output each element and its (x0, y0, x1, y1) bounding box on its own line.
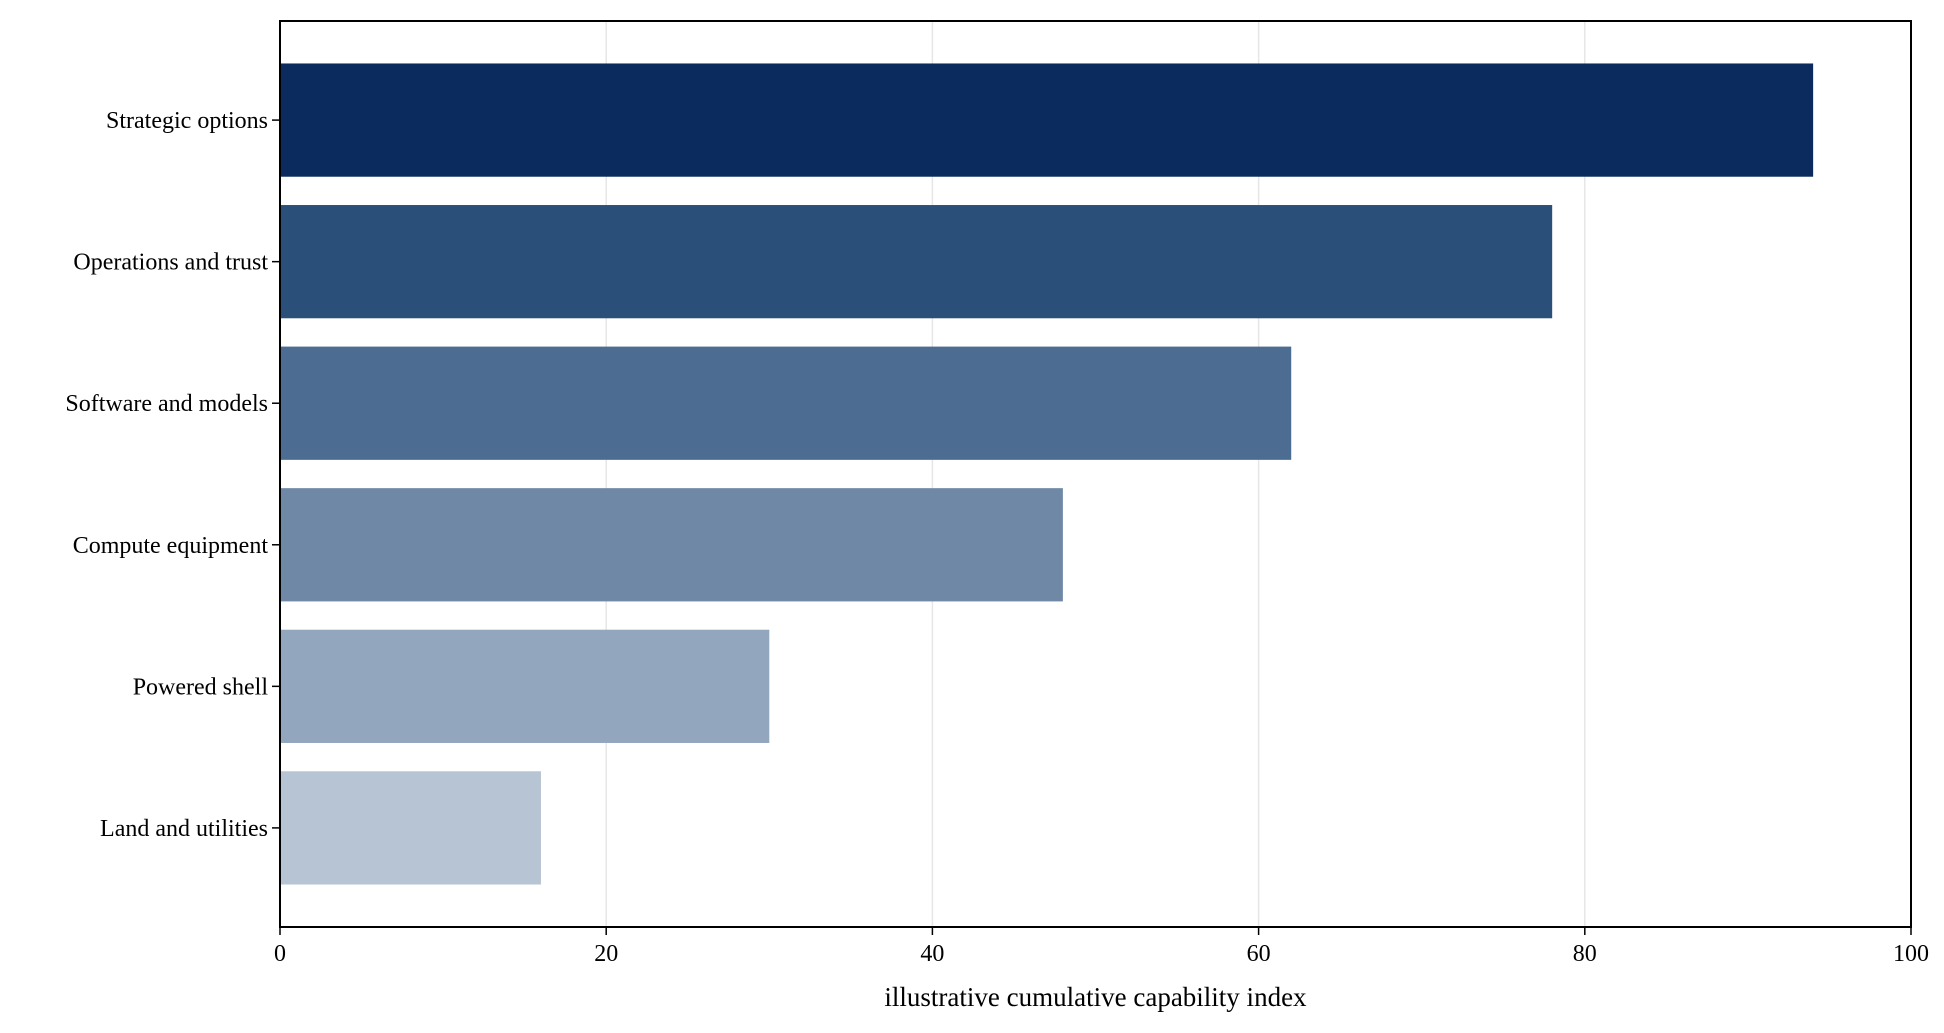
bar-compute-equipment (280, 488, 1063, 602)
plot-frame (279, 20, 1912, 928)
y-axis-ticks: Land and utilities Powered shell Compute e… (65, 108, 280, 842)
y-tick-label: Powered shell (133, 674, 269, 700)
x-tick-label: 100 (1893, 941, 1929, 967)
x-axis-title: illustrative cumulative capability index (884, 982, 1307, 1012)
x-tick-label: 20 (594, 941, 618, 967)
bar-strategic-options (280, 63, 1814, 177)
x-tick-label: 40 (920, 941, 944, 967)
y-tick-label: Operations and trust (73, 250, 268, 276)
bar-operations-and-trust (280, 205, 1553, 319)
y-tick-label: Compute equipment (73, 533, 269, 559)
bar-powered-shell (280, 629, 770, 743)
x-axis-ticks: 0 20 40 60 80 100 (274, 927, 1929, 967)
y-tick-label: Software and models (65, 391, 268, 417)
x-tick-label: 0 (274, 941, 286, 967)
y-tick-label: Strategic options (106, 108, 268, 134)
bar-land-and-utilities (280, 771, 541, 885)
bars (280, 63, 1814, 885)
bar-software-and-models (280, 346, 1292, 460)
x-tick-label: 60 (1247, 941, 1271, 967)
y-tick-label: Land and utilities (100, 816, 268, 842)
x-tick-label: 80 (1573, 941, 1597, 967)
